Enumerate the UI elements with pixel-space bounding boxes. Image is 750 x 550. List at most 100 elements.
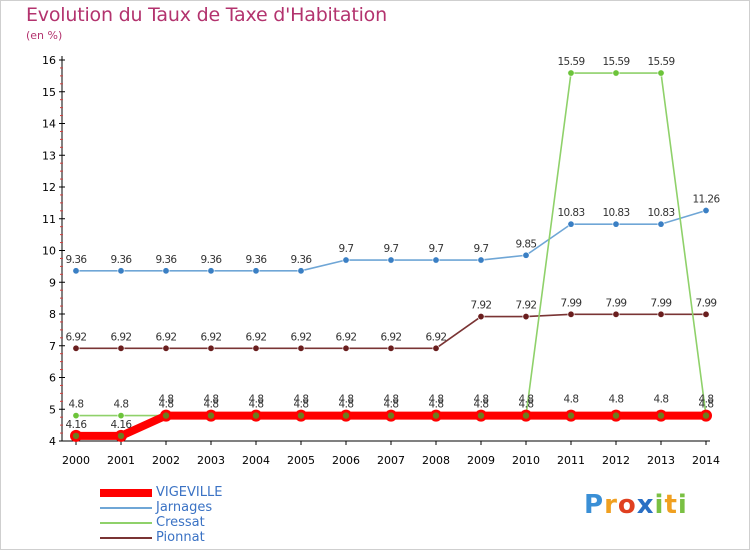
point-jarnages — [657, 220, 665, 228]
data-label-pionnat: 6.92 — [111, 331, 132, 343]
point-jarnages — [387, 256, 395, 264]
x-tick-label: 2000 — [62, 454, 90, 467]
point-jarnages — [567, 220, 575, 228]
data-label-vigeville: 4.8 — [159, 394, 174, 406]
point-cressat — [657, 69, 665, 77]
point-pionnat — [207, 344, 215, 352]
point-core-vigeville — [612, 412, 620, 419]
point-core-vigeville — [657, 412, 665, 419]
data-label-pionnat: 6.92 — [381, 331, 402, 343]
data-label-vigeville: 4.8 — [294, 394, 309, 406]
data-label-jarnages: 9.36 — [111, 254, 133, 266]
data-label-jarnages: 10.83 — [647, 207, 674, 219]
legend-item-vigeville: VIGEVILLE — [100, 485, 320, 501]
y-tick-label: 8 — [49, 308, 56, 321]
data-label-pionnat: 6.92 — [66, 331, 87, 343]
legend-item-jarnages: Jarnages — [100, 500, 320, 516]
y-tick-label: 15 — [42, 86, 56, 99]
data-label-cressat: 15.59 — [602, 56, 629, 68]
data-label-jarnages: 9.7 — [384, 243, 399, 255]
data-label-vigeville: 4.16 — [111, 419, 133, 431]
data-label-pionnat: 7.99 — [651, 297, 672, 309]
point-core-vigeville — [702, 412, 710, 419]
point-cressat — [567, 69, 575, 77]
data-label-jarnages: 9.36 — [66, 254, 88, 266]
data-label-vigeville: 4.8 — [609, 394, 624, 406]
x-tick-label: 2012 — [602, 454, 630, 467]
data-label-cressat: 4.8 — [294, 399, 309, 411]
data-label-jarnages: 9.7 — [429, 243, 444, 255]
point-jarnages — [612, 220, 620, 228]
data-label-pionnat: 7.99 — [561, 297, 582, 309]
data-label-cressat: 4.8 — [384, 399, 399, 411]
data-label-pionnat: 6.92 — [156, 331, 177, 343]
x-tick-label: 2002 — [152, 454, 180, 467]
point-pionnat — [567, 310, 575, 318]
logo-letter: i — [654, 490, 665, 520]
y-tick-label: 5 — [49, 403, 56, 416]
legend-swatch — [100, 507, 152, 509]
data-label-vigeville: 4.8 — [204, 394, 219, 406]
data-label-pionnat: 7.92 — [471, 300, 492, 312]
point-pionnat — [117, 344, 125, 352]
point-cressat — [612, 69, 620, 77]
data-label-cressat: 4.8 — [699, 399, 714, 411]
data-label-jarnages: 9.7 — [474, 243, 489, 255]
point-pionnat — [432, 344, 440, 352]
data-label-vigeville: 4.16 — [66, 419, 88, 431]
x-tick-label: 2007 — [377, 454, 405, 467]
x-tick-label: 2001 — [107, 454, 135, 467]
data-label-cressat: 4.8 — [429, 399, 444, 411]
data-label-pionnat: 7.99 — [696, 297, 717, 309]
point-pionnat — [702, 310, 710, 318]
y-tick-label: 13 — [42, 149, 56, 162]
legend-label: Pionnat — [156, 530, 205, 545]
y-tick-label: 14 — [42, 118, 56, 131]
point-jarnages — [432, 256, 440, 264]
data-label-jarnages: 11.26 — [692, 193, 720, 205]
data-label-cressat: 4.8 — [519, 399, 534, 411]
data-label-cressat: 4.8 — [159, 399, 174, 411]
x-tick-label: 2008 — [422, 454, 450, 467]
point-core-vigeville — [162, 412, 170, 419]
point-pionnat — [72, 344, 80, 352]
data-label-pionnat: 6.92 — [201, 331, 222, 343]
y-tick-label: 6 — [49, 372, 56, 385]
data-label-cressat: 4.8 — [114, 399, 129, 411]
data-label-cressat: 15.59 — [647, 56, 674, 68]
data-label-jarnages: 9.36 — [246, 254, 268, 266]
data-label-jarnages: 9.36 — [156, 254, 178, 266]
legend-item-pionnat: Pionnat — [100, 530, 320, 546]
data-label-vigeville: 4.8 — [564, 394, 579, 406]
point-jarnages — [477, 256, 485, 264]
x-tick-label: 2009 — [467, 454, 495, 467]
point-pionnat — [522, 313, 530, 321]
point-core-vigeville — [342, 412, 350, 419]
legend-item-cressat: Cressat — [100, 515, 320, 531]
data-label-pionnat: 6.92 — [246, 331, 267, 343]
data-label-cressat: 4.8 — [204, 399, 219, 411]
logo-letter: o — [617, 490, 637, 520]
point-cressat — [72, 412, 80, 420]
logo-letter: i — [677, 490, 688, 520]
point-core-vigeville — [297, 412, 305, 419]
data-label-jarnages: 10.83 — [557, 207, 584, 219]
data-label-cressat: 4.8 — [249, 399, 264, 411]
data-label-cressat: 4.8 — [69, 399, 84, 411]
data-label-jarnages: 9.36 — [291, 254, 313, 266]
point-pionnat — [252, 344, 260, 352]
point-cressat — [117, 412, 125, 420]
point-core-vigeville — [477, 412, 485, 419]
point-jarnages — [522, 251, 530, 259]
point-pionnat — [342, 344, 350, 352]
point-pionnat — [162, 344, 170, 352]
x-tick-label: 2003 — [197, 454, 225, 467]
data-label-pionnat: 6.92 — [426, 331, 447, 343]
point-jarnages — [342, 256, 350, 264]
y-tick-label: 9 — [49, 276, 56, 289]
data-label-vigeville: 4.8 — [249, 394, 264, 406]
point-core-vigeville — [117, 432, 125, 440]
logo-letter: r — [604, 490, 618, 520]
